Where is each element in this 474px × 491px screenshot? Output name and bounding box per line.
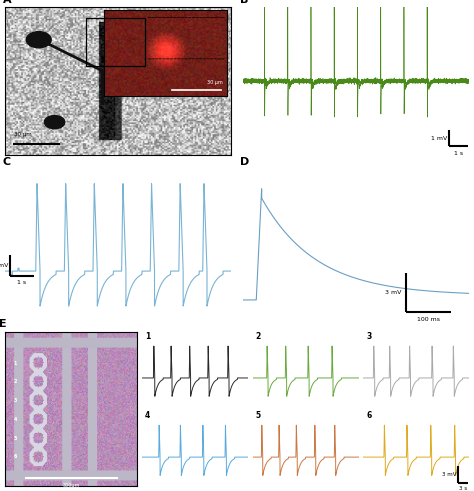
Text: B: B xyxy=(240,0,249,5)
Text: 6: 6 xyxy=(13,454,17,460)
Text: 2: 2 xyxy=(13,380,17,384)
Text: D: D xyxy=(240,157,250,167)
Text: 1 mV: 1 mV xyxy=(431,136,447,140)
Circle shape xyxy=(26,31,51,48)
Text: C: C xyxy=(2,157,10,167)
Circle shape xyxy=(45,115,65,129)
Text: 4: 4 xyxy=(13,417,17,422)
Text: 1 s: 1 s xyxy=(18,280,27,285)
Text: A: A xyxy=(2,0,11,5)
Text: 3: 3 xyxy=(366,332,372,341)
Text: 6: 6 xyxy=(366,411,372,420)
Text: 3 mV: 3 mV xyxy=(385,290,401,295)
Text: 2: 2 xyxy=(255,332,261,341)
Text: 30 μm: 30 μm xyxy=(14,132,32,137)
Text: 3 s: 3 s xyxy=(459,486,467,491)
Text: 4: 4 xyxy=(145,411,150,420)
Text: 5: 5 xyxy=(13,436,17,440)
Text: 3 mV: 3 mV xyxy=(442,472,456,477)
Text: 100 ms: 100 ms xyxy=(417,317,440,322)
Text: 300μm: 300μm xyxy=(63,483,80,489)
Text: 5: 5 xyxy=(255,411,261,420)
Text: 1 s: 1 s xyxy=(454,151,463,156)
Text: 1: 1 xyxy=(145,332,150,341)
Text: 1: 1 xyxy=(13,360,17,365)
Text: 3: 3 xyxy=(13,398,17,403)
Bar xyxy=(86,18,145,66)
Text: E: E xyxy=(0,319,7,329)
Text: 3 mV: 3 mV xyxy=(0,263,9,268)
